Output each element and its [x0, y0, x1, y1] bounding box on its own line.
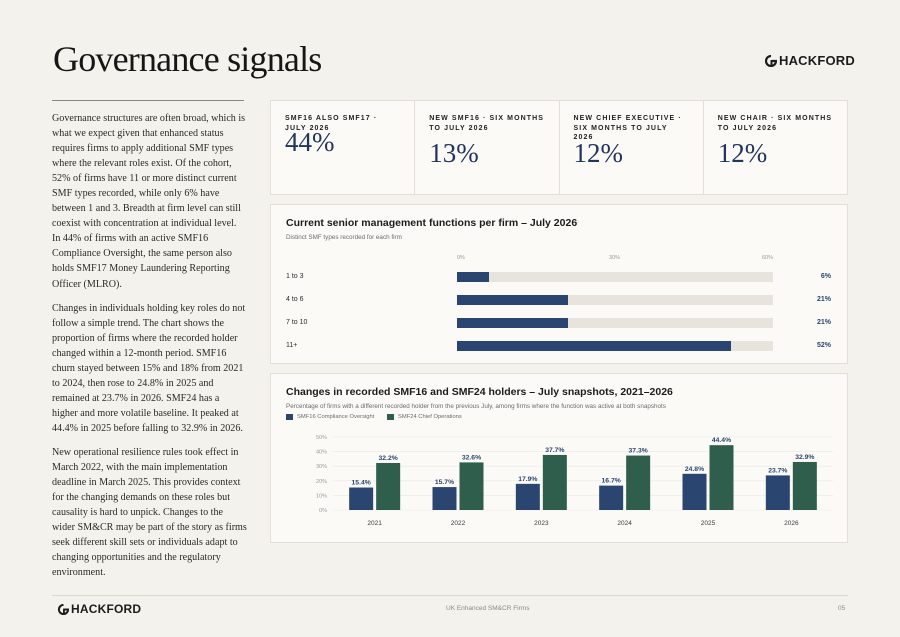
bar-track: [457, 295, 773, 305]
x-tick-label: 2022: [451, 520, 466, 527]
value-label: 21%: [816, 296, 831, 303]
smf-per-firm-chart: Current senior management functions per …: [270, 204, 848, 364]
brand-name: HACKFORD: [71, 602, 142, 616]
brand-name: HACKFORD: [779, 53, 855, 68]
body-paragraph: Changes in individuals holding key roles…: [52, 302, 246, 434]
title-divider: [52, 100, 244, 101]
category-label: 1 to 3: [286, 273, 304, 280]
legend-label: SMF24 Chief Operations: [398, 414, 462, 420]
data-label: 23.7%: [768, 467, 787, 474]
data-label: 15.7%: [435, 479, 454, 486]
chart-subtitle: Distinct SMF types recorded for each fir…: [286, 234, 402, 241]
x-tick-label: 2023: [534, 520, 549, 527]
bar: [457, 272, 489, 282]
stat-value: 13%: [429, 138, 479, 168]
bar: [457, 318, 568, 328]
stat-card: NEW SMF16 · SIX MONTHS TO JULY 2026 13%: [415, 101, 560, 194]
x-tick-label: 60%: [762, 255, 774, 261]
bar-track: [457, 341, 773, 351]
bar: [376, 462, 401, 510]
data-label: 16.7%: [602, 478, 621, 485]
bar: [765, 475, 790, 510]
bar: [457, 295, 568, 305]
bar: [792, 461, 817, 510]
data-label: 17.9%: [518, 476, 537, 483]
brand-mark-icon: [765, 54, 777, 67]
x-tick-label: 2026: [784, 520, 799, 527]
value-label: 52%: [816, 342, 831, 349]
data-label: 32.6%: [462, 454, 481, 461]
footer-logo: HACKFORD: [58, 602, 141, 616]
bar: [459, 462, 484, 510]
bar: [542, 454, 567, 510]
bar: [432, 487, 457, 510]
holder-changes-chart: Changes in recorded SMF16 and SMF24 hold…: [270, 373, 848, 543]
brand-mark-icon: [58, 603, 69, 615]
chart-title: Changes in recorded SMF16 and SMF24 hold…: [286, 386, 673, 398]
footer-divider: [52, 595, 848, 596]
stat-label: SMF16 ALSO SMF17 · JULY 2026: [285, 115, 378, 132]
footer-title: UK Enhanced SM&CR Firms: [446, 605, 530, 612]
y-tick-label: 0%: [319, 508, 327, 514]
value-label: 21%: [816, 319, 831, 326]
stat-value: 44%: [285, 127, 335, 157]
body-paragraph: Governance structures are often broad, w…: [52, 113, 246, 290]
stat-card: SMF16 ALSO SMF17 · JULY 2026 44%: [271, 101, 416, 194]
bar: [457, 341, 731, 351]
y-tick-label: 30%: [316, 464, 327, 470]
page-title: Governance signals: [53, 39, 322, 79]
data-label: 37.3%: [629, 448, 648, 455]
stat-cards: SMF16 ALSO SMF17 · JULY 2026 44% NEW SMF…: [270, 100, 848, 195]
data-label: 44.4%: [712, 437, 731, 444]
y-tick-label: 10%: [316, 493, 327, 499]
data-label: 32.2%: [379, 455, 398, 462]
bar: [626, 455, 651, 510]
category-label: 7 to 10: [286, 319, 308, 326]
x-tick-label: 0%: [457, 255, 465, 261]
stat-label: NEW SMF16 · SIX MONTHS TO JULY 2026: [429, 115, 545, 132]
y-tick-label: 40%: [316, 450, 327, 456]
bar: [682, 473, 707, 510]
y-tick-label: 50%: [316, 435, 327, 441]
page-number: 05: [838, 605, 846, 612]
data-label: 32.9%: [795, 454, 814, 461]
body-text: Governance structures are often broad, w…: [52, 111, 247, 589]
bar: [349, 487, 374, 510]
legend-swatch: [286, 414, 293, 420]
legend-label: SMF16 Compliance Oversight: [297, 414, 375, 420]
chart-subtitle: Percentage of firms with a different rec…: [286, 403, 666, 410]
data-label: 15.4%: [352, 480, 371, 487]
legend-item: SMF16 Compliance Oversight: [286, 414, 374, 420]
x-tick-label: 2021: [367, 520, 382, 527]
bar: [515, 483, 540, 510]
x-tick-label: 2024: [617, 520, 632, 527]
stat-card: NEW CHAIR · SIX MONTHS TO JULY 2026 12%: [704, 101, 847, 194]
brand-logo: HACKFORD: [765, 53, 855, 68]
vbar-plot: 0% 10% 20% 30% 40% 50% 15.4% 32.2% 2021 15.7% 32.6…: [316, 435, 833, 527]
stat-value: 12%: [717, 138, 768, 168]
data-label: 37.7%: [545, 447, 564, 454]
category-label: 4 to 6: [286, 296, 304, 303]
body-paragraph: New operational resilience rules took ef…: [52, 446, 247, 579]
x-tick-label: 30%: [609, 255, 621, 261]
y-tick-label: 20%: [316, 479, 327, 485]
legend-swatch: [387, 414, 394, 420]
x-tick-label: 2025: [701, 520, 716, 527]
data-label: 24.8%: [685, 466, 704, 473]
bar: [709, 445, 734, 510]
bar-track: [457, 272, 773, 282]
bar-track: [457, 318, 773, 328]
category-label: 11+: [286, 342, 298, 349]
stat-label: NEW CHIEF EXECUTIVE · SIX MONTHS TO JULY…: [573, 115, 682, 141]
bar: [599, 485, 624, 510]
stat-card: NEW CHIEF EXECUTIVE · SIX MONTHS TO JULY…: [560, 101, 704, 194]
chart-title: Current senior management functions per …: [286, 217, 578, 229]
legend-item: SMF24 Chief Operations: [387, 414, 462, 420]
stat-value: 12%: [573, 138, 624, 168]
value-label: 6%: [820, 273, 831, 280]
stat-label: NEW CHAIR · SIX MONTHS TO JULY 2026: [717, 115, 833, 132]
